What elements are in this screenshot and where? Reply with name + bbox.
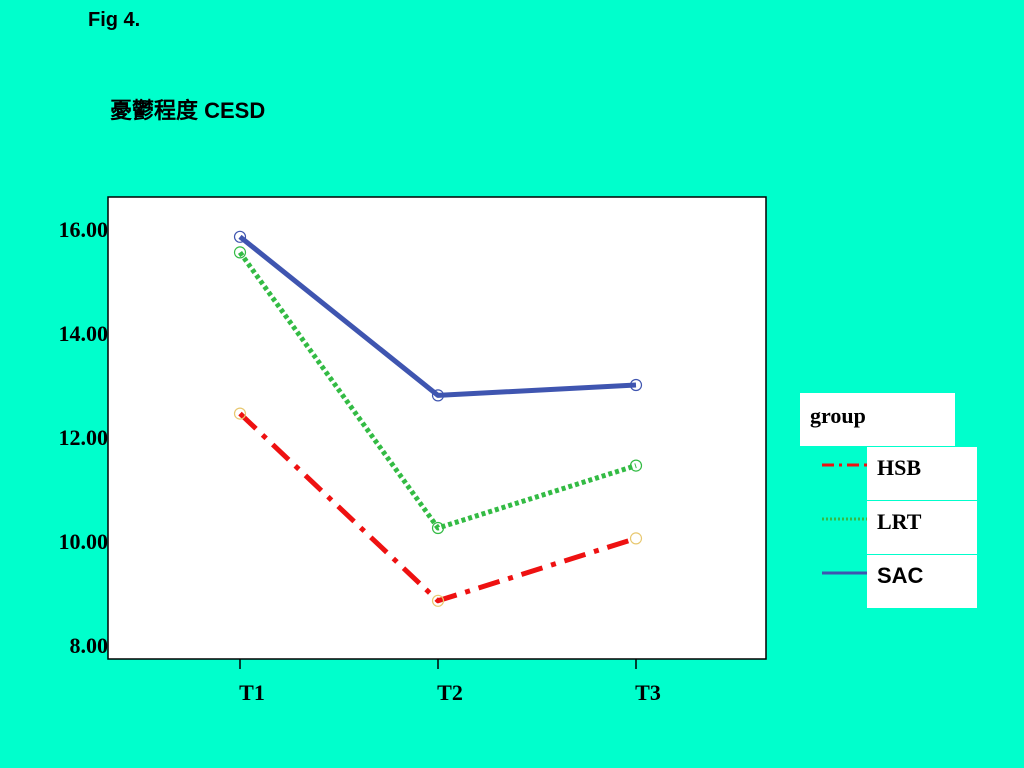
data-point-sac	[431, 389, 445, 402]
legend-item-lrt: LRT	[867, 501, 977, 554]
y-tick-label: 8.00	[70, 633, 109, 658]
data-point-lrt	[431, 521, 445, 535]
data-point-sac	[629, 378, 643, 392]
y-tick-label: 14.00	[59, 321, 109, 346]
legend-swatch-hsb	[822, 463, 868, 467]
legend-item-hsb: HSB	[867, 447, 977, 500]
figure-label: Fig 4.	[88, 9, 141, 31]
series-line-sac	[238, 234, 637, 398]
chart-title: 憂鬱程度 CESD	[110, 98, 266, 123]
legend-item-sac: SAC	[867, 555, 977, 608]
legend-swatch-lrt	[822, 517, 868, 521]
x-tick-label: T2	[437, 680, 463, 705]
data-point-hsb	[233, 407, 247, 420]
plot-area	[107, 196, 767, 660]
data-point-hsb	[629, 532, 643, 545]
data-point-lrt	[233, 246, 247, 259]
legend-swatch-sac	[822, 571, 868, 575]
x-tick-label: T1	[239, 680, 265, 705]
data-point-hsb	[431, 594, 445, 607]
y-tick-label: 10.00	[59, 529, 109, 554]
legend-title: group	[800, 393, 955, 446]
data-point-lrt	[629, 459, 643, 472]
series-line-lrt	[237, 250, 637, 531]
y-tick-label: 16.00	[59, 217, 109, 242]
x-tick-label: T3	[635, 680, 661, 705]
y-tick-label: 12.00	[59, 425, 109, 450]
data-point-sac	[233, 230, 247, 243]
series-line-hsb	[238, 411, 637, 604]
